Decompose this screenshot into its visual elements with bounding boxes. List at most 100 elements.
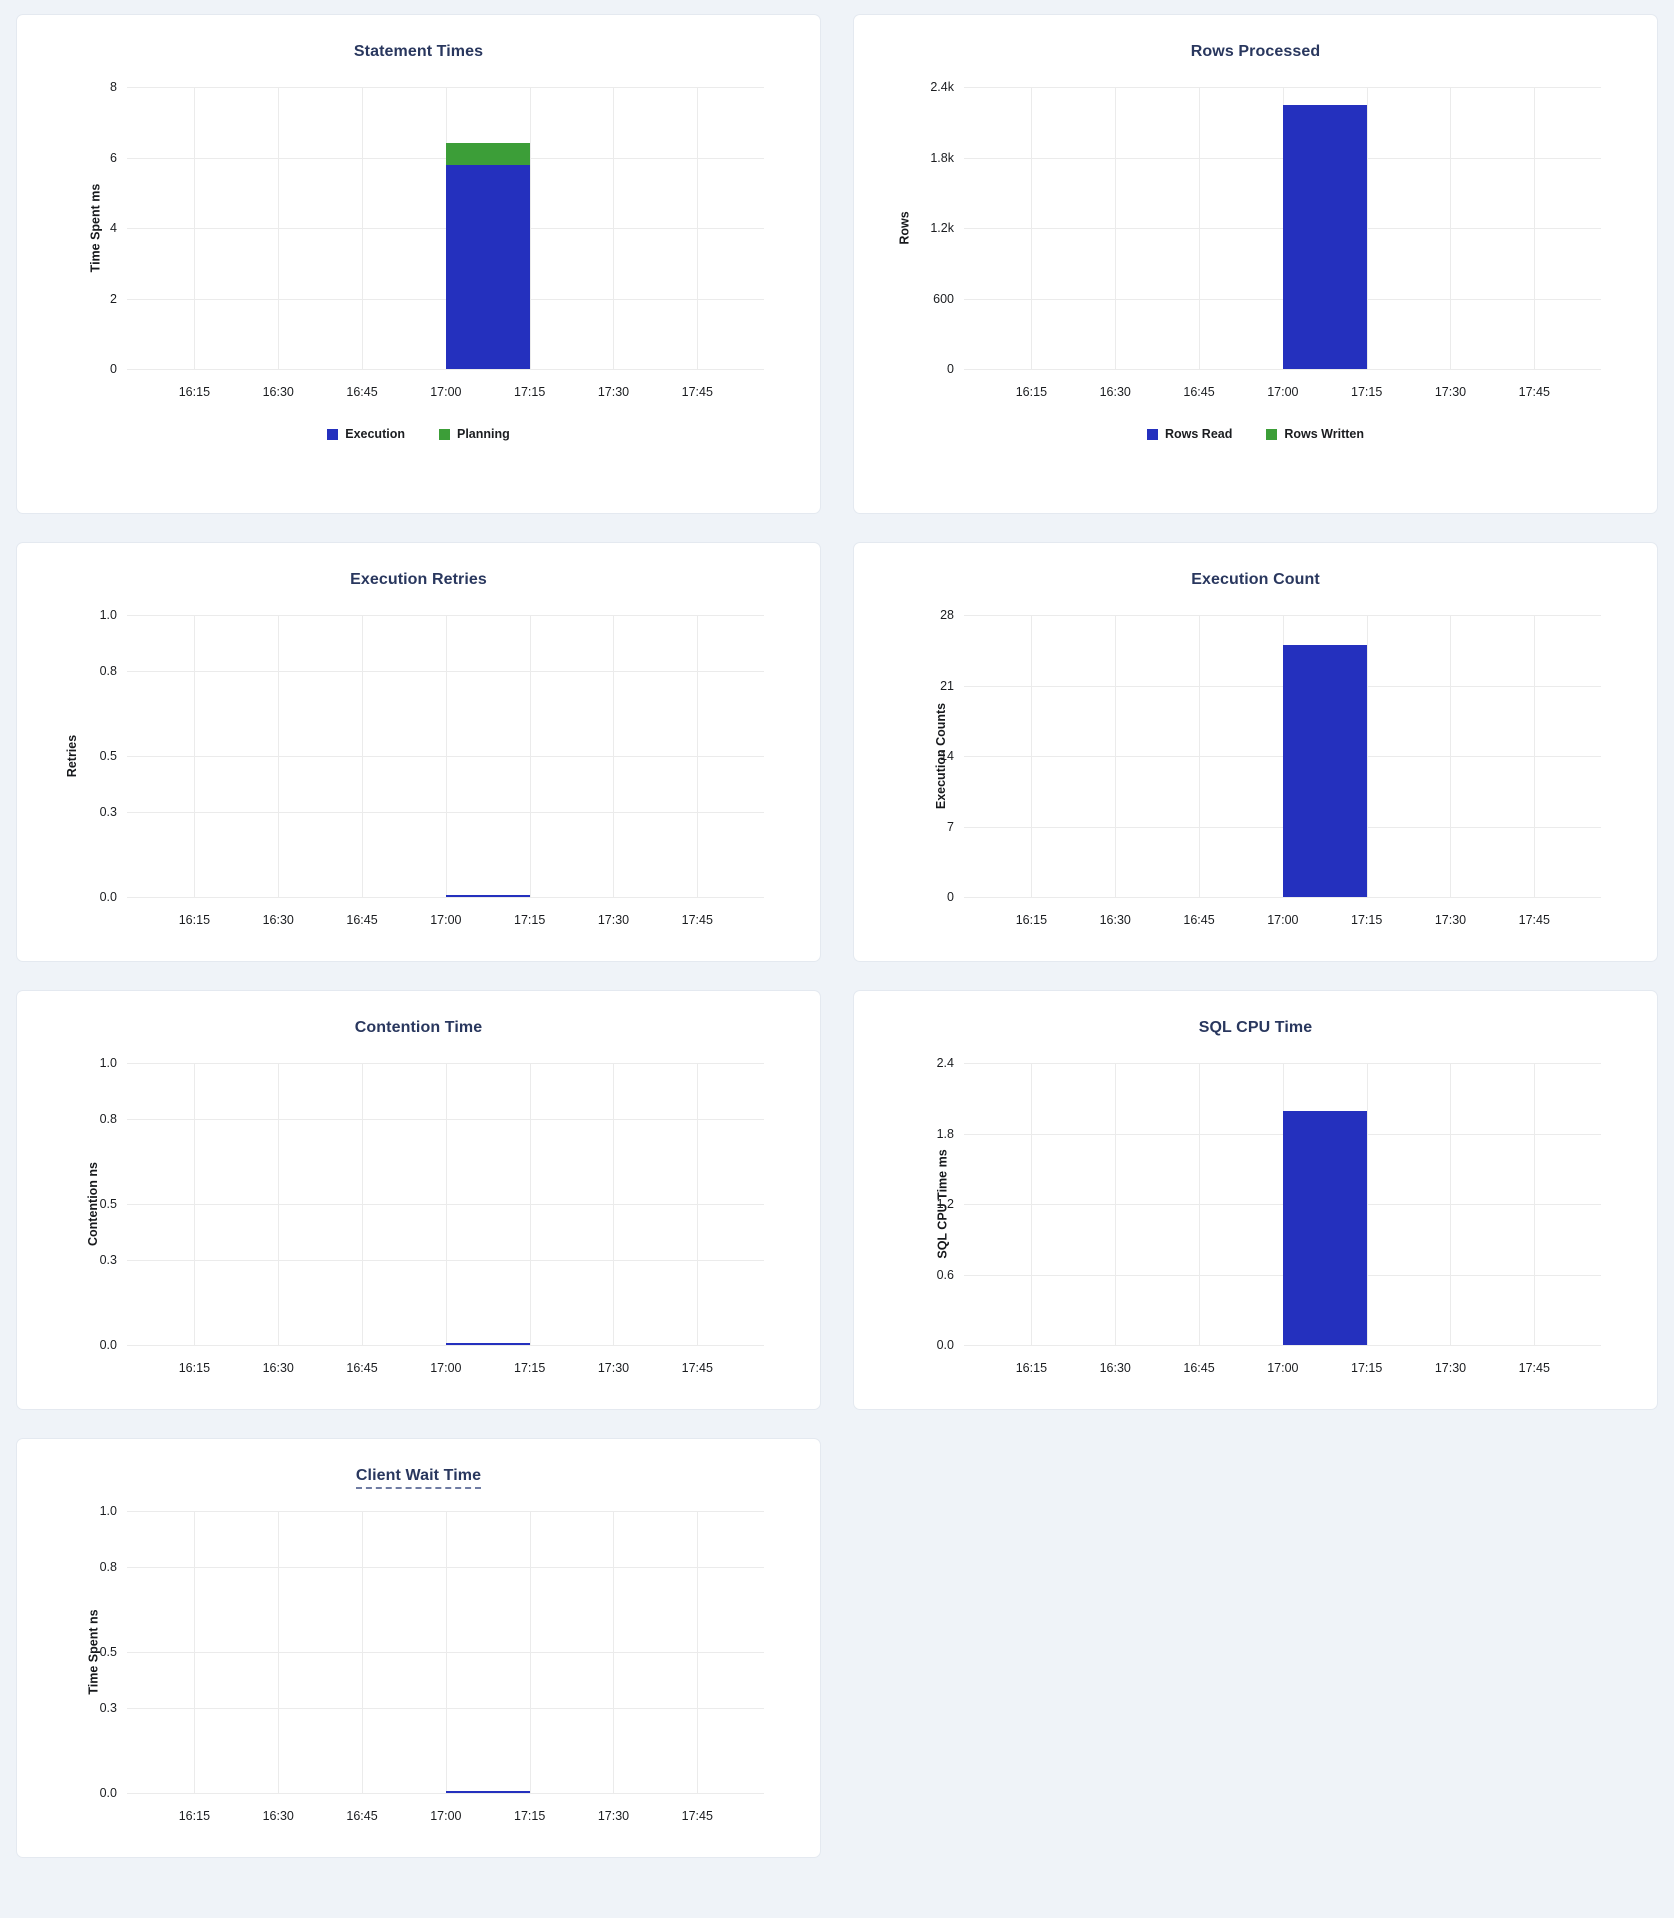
gridline-horizontal <box>964 298 1601 300</box>
gridline-vertical <box>1450 87 1452 369</box>
x-axis-tick-label: 17:00 <box>430 913 462 927</box>
gridline-vertical <box>1031 615 1033 897</box>
legend-item[interactable]: Rows Read <box>1146 427 1232 441</box>
gridline-vertical <box>529 1511 531 1793</box>
plot-execution-count: Execution Counts 0 7 14 21 28 16:15 16:30 16:45 1… <box>854 608 1611 927</box>
plot-grid: 0 600 1.2k 1.8k 2.4k 16:15 16:30 16:45 17:00 17:1… <box>930 80 1601 399</box>
gridline-vertical <box>362 87 364 369</box>
bar-segment[interactable] <box>1282 645 1367 897</box>
chart-title-statement-times: Statement Times <box>353 43 484 60</box>
x-axis-tick-label: 16:30 <box>262 1809 294 1823</box>
x-axis-tick-label: 16:45 <box>346 385 378 399</box>
gridline-horizontal <box>964 756 1601 757</box>
y-axis-tick-label: 600 <box>933 291 954 306</box>
plot-execution-retries: Retries 0.0 0.3 0.5 0.8 1.0 16:15 16:30 16:45 17:… <box>17 608 774 927</box>
y-axis-title: Contention ns <box>86 1161 101 1247</box>
plot-sql-cpu-time: SQL CPU Time ms 0.0 0.6 1.2 1.8 2.4 16:15 16:30… <box>854 1056 1611 1375</box>
y-axis-tick-label: 1.2k <box>930 221 954 235</box>
gridline-horizontal <box>964 1204 1601 1205</box>
plot-grid: 0.0 0.3 0.5 0.8 1.0 16:15 16:30 16:45 17:00 17:15… <box>100 608 764 927</box>
x-axis-tick-label: 16:30 <box>262 385 294 399</box>
bar[interactable] <box>1282 1111 1367 1345</box>
gridline-horizontal <box>964 1063 1601 1064</box>
gridline-horizontal <box>127 671 764 673</box>
legend-swatch-icon <box>1146 428 1158 440</box>
plot-grid: 0.0 0.3 0.5 0.8 1.0 16:15 16:30 16:45 17:00 17:15… <box>100 1056 764 1375</box>
bar-segment[interactable] <box>445 165 530 369</box>
plot-client-wait-time: Time Spent ns 0.0 0.3 0.5 0.8 1.0 16:15 16:30 16… <box>17 1504 774 1823</box>
y-axis-title: Time Spent ms <box>88 183 103 273</box>
gridline-vertical <box>278 615 280 897</box>
x-axis-tick-label: 16:15 <box>178 1809 211 1823</box>
x-axis-tick-label: 17:15 <box>1351 913 1383 927</box>
bar[interactable] <box>1282 104 1367 369</box>
gridline-vertical <box>1031 87 1033 369</box>
bar[interactable] <box>445 1343 530 1345</box>
bar-segment[interactable] <box>1282 104 1367 369</box>
gridline-horizontal <box>127 1567 764 1569</box>
gridline-horizontal <box>127 1345 764 1346</box>
x-axis-tick-label: 16:45 <box>1183 385 1215 399</box>
y-axis-tick-label: 2 <box>110 291 117 306</box>
gridline-vertical <box>1199 1063 1201 1345</box>
bar[interactable] <box>1282 645 1367 897</box>
gridline-vertical <box>529 615 531 897</box>
plot-grid: 0 7 14 21 28 16:15 16:30 16:45 17:00 17:15 17:30 17… <box>940 608 1601 927</box>
plot-rows-processed: Rows 0 600 1.2k 1.8k 2.4k 16:15 16:30 16:45 17:00… <box>854 80 1611 399</box>
y-axis-tick-label: 0.0 <box>99 1338 117 1352</box>
y-axis-tick-label: 14 <box>940 749 954 763</box>
gridline-horizontal <box>127 1511 764 1512</box>
x-axis-tick-label: 16:15 <box>1015 385 1048 399</box>
legend-item[interactable]: Execution <box>327 427 405 441</box>
y-axis-tick-label: 0.8 <box>99 1112 117 1127</box>
chart-card-client-wait-time: Client Wait Time Time Spent ns 0.0 0.3 0.5 0… <box>16 1438 821 1858</box>
gridline-horizontal <box>964 369 1601 370</box>
bar-segment[interactable] <box>445 1343 530 1345</box>
gridline-horizontal <box>964 228 1601 229</box>
gridline-vertical <box>529 1063 531 1345</box>
gridline-vertical <box>362 1063 364 1345</box>
x-axis-tick-label: 16:45 <box>1183 913 1215 927</box>
plot-contention-time: Contention ns 0.0 0.3 0.5 0.8 1.0 16:15 16:30 16… <box>17 1056 774 1375</box>
x-axis-tick-label: 17:15 <box>514 1361 546 1375</box>
legend-item[interactable]: Rows Written <box>1266 427 1364 441</box>
y-axis-title: Rows <box>897 211 912 245</box>
gridline-horizontal <box>127 228 764 229</box>
x-axis-tick-label: 17:45 <box>1518 1361 1550 1375</box>
y-axis-tick-label: 2.4k <box>930 80 954 94</box>
x-axis-tick-label: 16:45 <box>346 1809 378 1823</box>
gridline-horizontal <box>964 87 1601 88</box>
gridline-horizontal <box>127 1204 764 1205</box>
bar[interactable] <box>445 1791 530 1793</box>
gridline-vertical <box>362 1511 364 1793</box>
chart-title-rows-processed: Rows Processed <box>1190 43 1321 60</box>
x-axis-tick-label: 17:15 <box>514 1809 546 1823</box>
gridline-horizontal <box>127 298 764 300</box>
y-axis-tick-label: 0.0 <box>936 1338 954 1352</box>
gridline-vertical <box>194 1063 196 1345</box>
x-axis-tick-label: 17:30 <box>1434 1361 1467 1375</box>
bar[interactable] <box>445 143 530 369</box>
chart-card-execution-retries: Execution Retries Retries 0.0 0.3 0.5 0.8 1.0… <box>16 542 821 962</box>
bar-segment[interactable] <box>1282 1111 1367 1345</box>
x-axis-tick-label: 17:45 <box>1518 913 1550 927</box>
bar-segment[interactable] <box>445 143 530 166</box>
gridline-vertical <box>697 1063 699 1345</box>
gridline-vertical <box>697 87 699 369</box>
chart-title-client-wait-time[interactable]: Client Wait Time <box>17 1439 820 1489</box>
gridline-horizontal <box>964 826 1601 828</box>
x-axis-tick-label: 16:30 <box>262 1361 294 1375</box>
gridline-vertical <box>278 87 280 369</box>
y-axis-tick-label: 0 <box>947 362 954 376</box>
legend-rows-processed: Rows Read Rows Written <box>854 427 1657 441</box>
x-axis-tick-label: 17:30 <box>597 913 630 927</box>
legend-item[interactable]: Planning <box>438 427 510 441</box>
gridline-vertical <box>1366 87 1368 369</box>
bar[interactable] <box>445 895 530 897</box>
y-axis-tick-label: 2.4 <box>936 1056 954 1070</box>
bar-segment[interactable] <box>445 895 530 897</box>
metrics-dashboard: Statement Times Time Spent ms 0 2 4 6 8 16:15 1… <box>16 14 1658 1858</box>
x-axis-tick-label: 17:15 <box>1351 1361 1383 1375</box>
y-axis-tick-label: 8 <box>110 80 117 94</box>
bar-segment[interactable] <box>445 1791 530 1793</box>
